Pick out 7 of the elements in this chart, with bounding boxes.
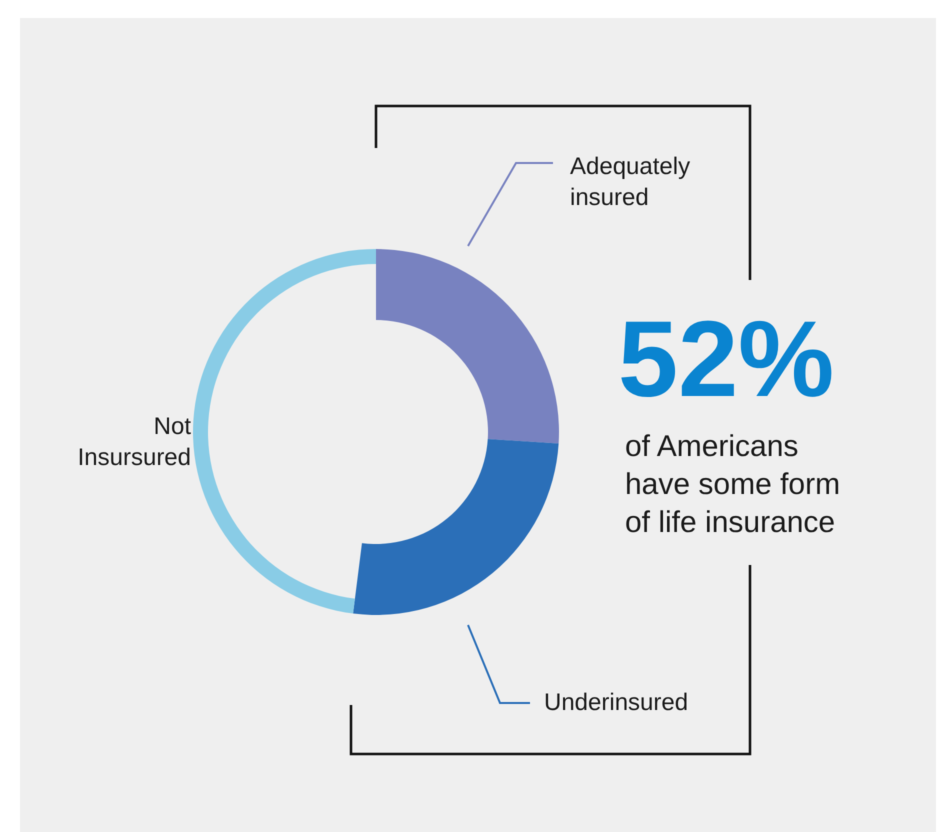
slice-label: Underinsured: [544, 689, 688, 716]
donut-slice: [376, 249, 559, 444]
donut-slice: [353, 439, 559, 615]
slice-label: Not Insursured: [78, 413, 192, 471]
text: of Americans have some form of life insurance: [625, 430, 840, 539]
slice-label: Adequately insured: [570, 153, 690, 211]
text: 52%: [618, 298, 834, 419]
